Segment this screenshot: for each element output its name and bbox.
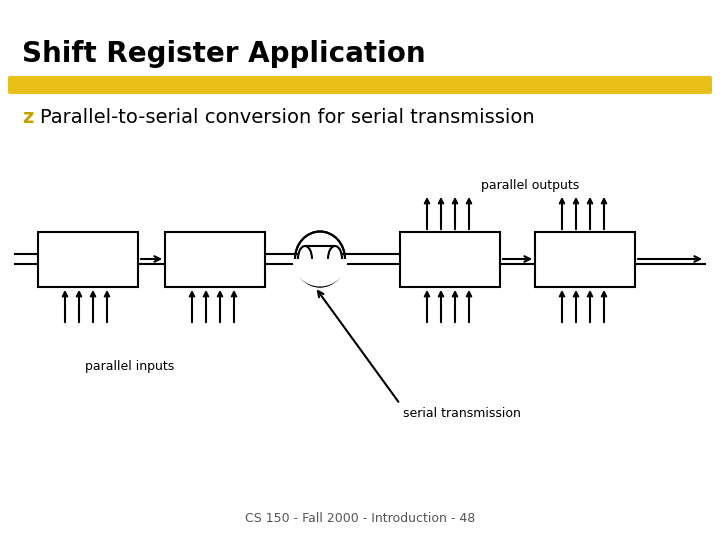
Bar	[38, 232, 138, 287]
Bar	[305, 246, 335, 272]
Text: Parallel-to-serial conversion for serial transmission: Parallel-to-serial conversion for serial…	[40, 108, 535, 127]
Text: CS 150 - Fall 2000 - Introduction - 48: CS 150 - Fall 2000 - Introduction - 48	[245, 512, 475, 525]
Text: serial transmission: serial transmission	[403, 407, 521, 420]
Text: Shift Register Application: Shift Register Application	[22, 40, 426, 68]
Ellipse shape	[298, 246, 312, 272]
Bar	[165, 232, 265, 287]
Text: z: z	[22, 108, 33, 127]
Wedge shape	[292, 259, 348, 287]
Bar	[400, 232, 500, 287]
Text: parallel outputs: parallel outputs	[481, 179, 579, 192]
Ellipse shape	[328, 246, 342, 272]
FancyBboxPatch shape	[8, 76, 712, 94]
Bar	[535, 232, 635, 287]
Text: parallel inputs: parallel inputs	[86, 360, 175, 373]
